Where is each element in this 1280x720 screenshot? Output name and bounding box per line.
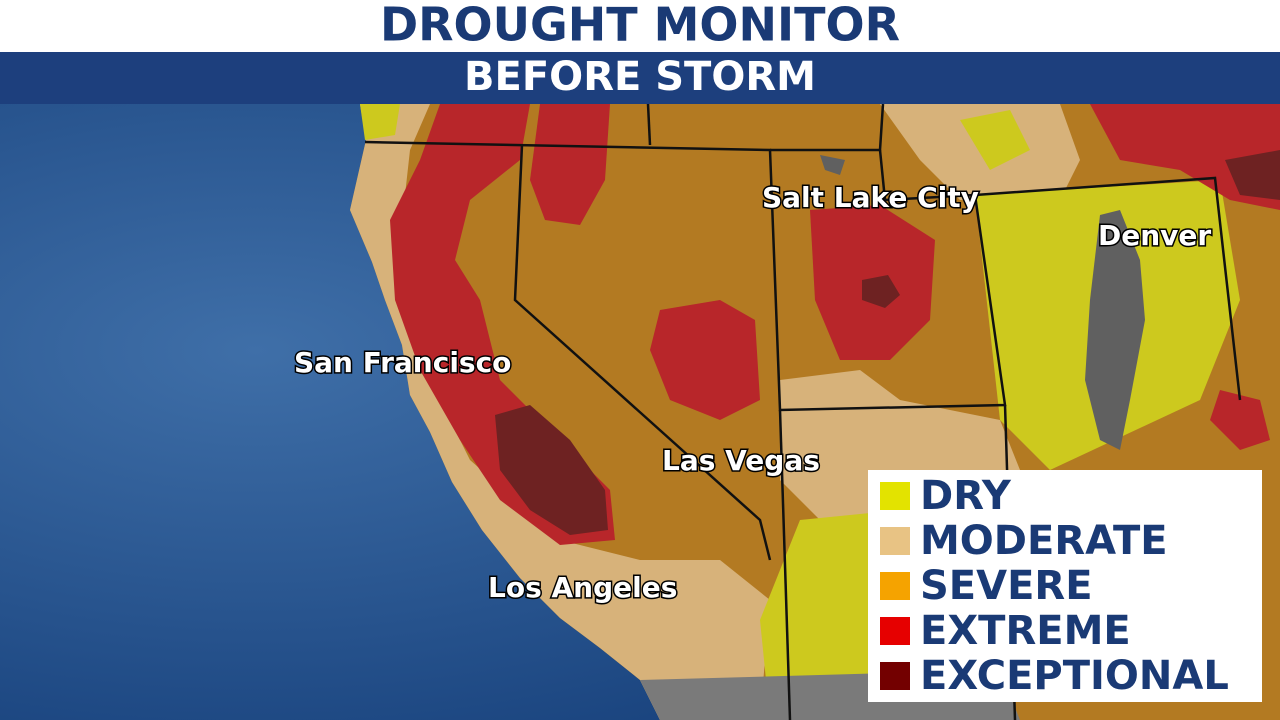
legend-label: EXCEPTIONAL xyxy=(920,653,1229,699)
city-label: Salt Lake City xyxy=(762,181,979,214)
city-label: Las Vegas xyxy=(662,444,820,477)
subtitle: BEFORE STORM xyxy=(464,54,816,100)
city-label: Los Angeles xyxy=(488,571,677,604)
legend-label: MODERATE xyxy=(920,518,1168,564)
subtitle-bar xyxy=(0,52,1280,104)
city-labels: Salt Lake City Denver San Francisco Las … xyxy=(293,180,1213,606)
city-label: Denver xyxy=(1098,219,1211,252)
exceptional-areas xyxy=(495,150,1280,535)
lake xyxy=(820,155,845,175)
legend-label: DRY xyxy=(920,473,1012,519)
legend-swatch xyxy=(880,617,910,645)
legend-swatch xyxy=(880,572,910,600)
legend-swatch xyxy=(880,527,910,555)
legend-label: SEVERE xyxy=(920,563,1093,609)
legend-label: EXTREME xyxy=(920,608,1131,654)
title: DROUGHT MONITOR xyxy=(380,0,900,52)
legend-swatch xyxy=(880,482,910,510)
legend-swatch xyxy=(880,662,910,690)
no-data-area xyxy=(1085,210,1145,450)
city-label: San Francisco xyxy=(294,346,511,379)
legend-box xyxy=(868,470,1262,702)
title-bar xyxy=(0,0,1280,52)
